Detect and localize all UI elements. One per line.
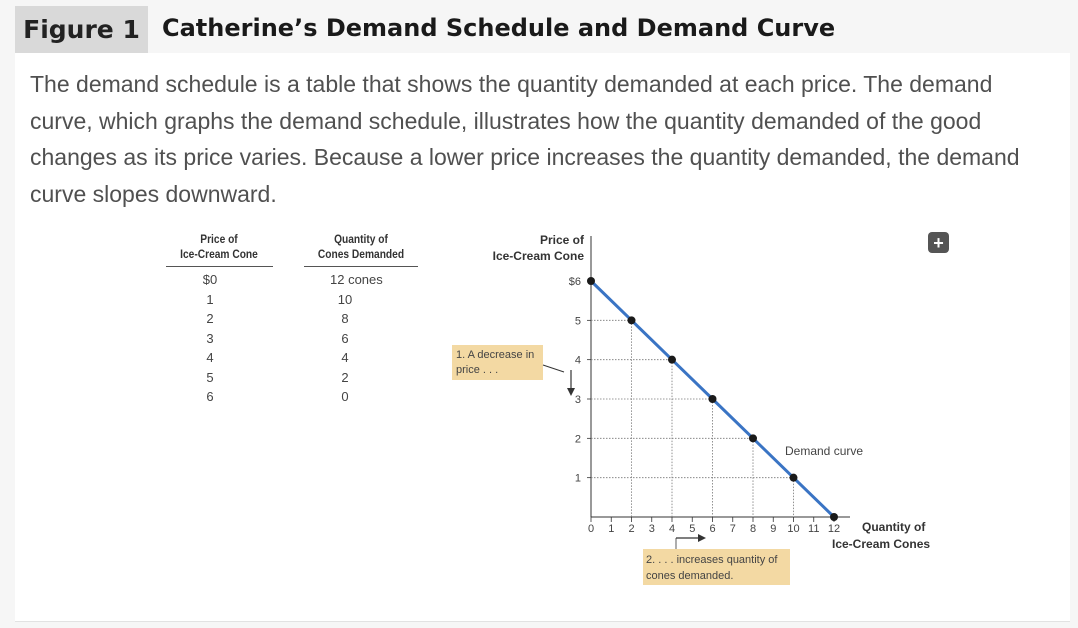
annotation-quantity-line1: 2. . . . increases quantity of [646,554,778,566]
table-cell-price: 1 [206,291,214,307]
figure-caption: The demand schedule is a table that show… [30,71,1020,207]
x-tick-label: 7 [730,523,736,535]
demand-point [830,513,838,521]
table-cell-quantity: 6 [341,330,349,346]
table-rule-quantity [304,266,418,267]
table-header-quantity: Quantity of Cones Demanded [311,232,411,262]
table-cell-price: 4 [206,350,214,365]
figure-panel [15,53,1070,622]
x-tick-label: 4 [669,523,675,535]
y-tick-label: 3 [575,394,581,406]
y-tick-label: $6 [569,276,581,288]
table-cell-price: $0 [202,272,218,287]
table-cell-quantity: 2 [341,369,349,385]
demand-point [668,355,676,364]
demand-point [789,473,798,482]
x-tick-label: 11 [808,523,819,535]
x-tick-label: 5 [689,523,695,535]
annotation-price-box [452,345,543,380]
x-tick-label: 10 [787,523,799,535]
table-cell-price: 6 [206,389,214,404]
table-header-price-line2: Ice-Cream Cone [180,247,258,261]
table-cell-quantity: 12 cones [330,272,383,287]
table-cell-quantity: 0 [341,389,349,404]
x-tick-label: 1 [608,523,614,535]
x-tick-label: 6 [709,523,715,535]
table-cell-price: 3 [206,330,214,346]
x-tick-label: 3 [649,523,655,535]
y-tick-label: 1 [575,473,581,485]
y-axis-label-line1: Price of [540,233,585,247]
quantity-increase-arrowhead [698,534,706,542]
x-tick-label: 2 [628,523,634,535]
annotation-quantity-box [643,549,790,585]
table-header-price: Price of Ice-Cream Cone [172,232,266,262]
y-tick-label: 2 [575,433,581,445]
table-header-quantity-line1: Quantity of [334,232,388,246]
table-header-price-line1: Price of [200,232,238,246]
x-tick-label: 0 [588,523,594,535]
demand-point [708,395,717,403]
x-tick-label: 9 [770,523,776,535]
figure-title: Catherine’s Demand Schedule and Demand C… [162,14,836,42]
price-decrease-arrowhead [567,388,575,396]
x-tick-label: 8 [750,523,756,535]
figure-label: Figure 1 [15,6,148,53]
annotation-price-leader [542,364,565,373]
demand-point [749,434,757,443]
table-cell-price: 5 [206,369,214,385]
table-cell-quantity: 10 [337,291,353,307]
x-tick-label: 12 [828,523,840,535]
annotation-price-line1: 1. A decrease in [456,349,534,361]
table-cell-quantity: 4 [341,350,349,365]
annotation-quantity-line2: cones demanded. [646,570,733,582]
table-cell-price: 2 [206,311,214,326]
x-axis-label-line2: Ice-Cream Cones [832,537,930,551]
table-rule-price [166,266,273,267]
x-axis-label-line1: Quantity of [862,520,926,534]
demand-point [627,316,636,325]
demand-point [587,277,595,285]
table-cell-quantity: 8 [341,311,349,326]
table-header-quantity-line2: Cones Demanded [317,247,405,261]
plus-icon[interactable]: + [928,232,949,253]
y-axis-label-line2: Ice-Cream Cone [493,249,585,263]
demand-curve-label: Demand curve [785,444,863,458]
y-tick-label: 4 [575,355,581,367]
y-tick-label: 5 [575,315,581,327]
annotation-price-line2: price . . . [456,364,498,376]
